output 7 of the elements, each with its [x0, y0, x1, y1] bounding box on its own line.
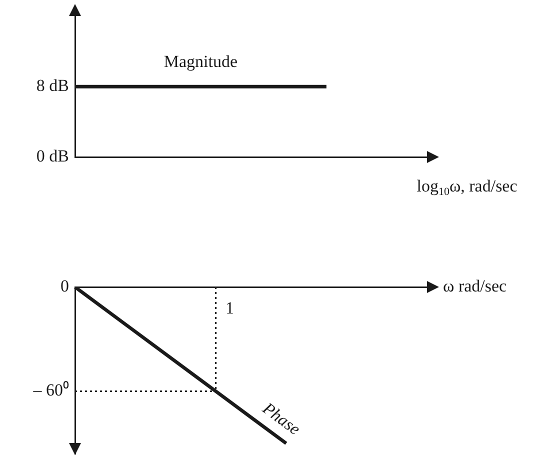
y-tick-label: 8 dB: [36, 76, 69, 96]
y-tick-label: 0: [60, 276, 69, 296]
x-axis-title: ω rad/sec: [443, 276, 508, 296]
y-tick-label: 0 dB: [36, 146, 69, 166]
y-tick-label: – 60⁰: [32, 380, 69, 400]
series-label: Magnitude: [164, 52, 238, 72]
x-tick-label: 1: [226, 298, 234, 318]
